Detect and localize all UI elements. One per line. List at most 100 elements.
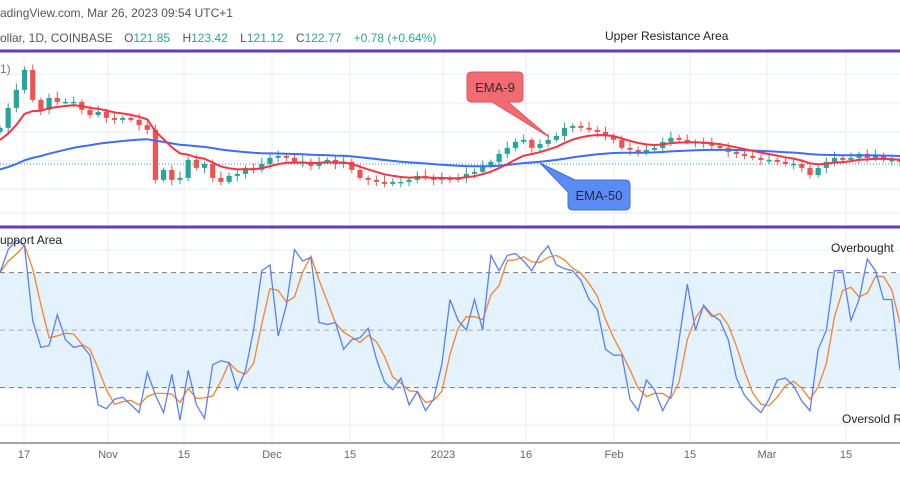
candle-body — [136, 119, 142, 126]
candle-body — [750, 155, 756, 158]
low-label: L — [240, 31, 247, 45]
open-value: 121.85 — [133, 31, 171, 45]
candle-body — [676, 137, 682, 140]
time-tick: Dec — [262, 449, 282, 461]
candle-body — [881, 155, 887, 160]
candle-body — [872, 155, 879, 158]
candle-body — [831, 157, 838, 162]
support-area-label: upport Area — [0, 233, 63, 247]
symbol-legend: ollar, 1D, COINBASE O121.85 H123.42 L121… — [0, 31, 445, 45]
candle-body — [782, 161, 789, 164]
candle-body — [791, 163, 797, 166]
candle-body — [529, 139, 535, 148]
candle-body — [226, 175, 232, 182]
candle-body — [95, 111, 101, 116]
candle-body — [561, 127, 568, 136]
ema50-callout[interactable]: EMA-50 — [539, 162, 631, 211]
candle-body — [537, 143, 543, 148]
candle-body — [0, 127, 3, 132]
candle-body — [218, 177, 224, 182]
candle-body — [144, 125, 150, 130]
time-tick: 15 — [684, 449, 696, 461]
candle-body — [128, 117, 134, 120]
candle-body — [619, 139, 625, 148]
upper-resistance-label: Upper Resistance Area — [605, 29, 729, 43]
candle-body — [120, 117, 126, 120]
candle-body — [766, 159, 772, 162]
candle-body — [381, 181, 388, 184]
candle-body — [54, 97, 60, 102]
candle-body — [398, 181, 404, 184]
time-axis: 17 Nov 15 Dec 15 2023 16 Feb 15 Mar 15 — [18, 449, 852, 461]
change-value: +0.78 (+0.64%) — [353, 31, 437, 45]
time-tick: 16 — [520, 449, 532, 461]
open-label: O — [124, 31, 134, 45]
candle-body — [741, 153, 748, 156]
candle-body — [349, 161, 355, 170]
ema50-callout-text: EMA-50 — [576, 188, 623, 203]
candle-body — [594, 129, 600, 132]
candle-body — [185, 159, 191, 178]
candle-body — [545, 139, 551, 144]
chart-canvas[interactable]: EMA-9 EMA-50 17 Nov 15 Dec 15 2023 16 Feb 15 Mar 1… — [0, 0, 900, 468]
candle-body — [602, 131, 609, 136]
candle-body — [267, 157, 273, 164]
candle-body — [71, 101, 77, 104]
candle-body — [471, 171, 478, 174]
candle-body — [46, 97, 52, 110]
candle-body — [324, 159, 330, 162]
candle-body — [38, 99, 44, 110]
candle-body — [733, 151, 739, 154]
candle-body — [717, 145, 723, 148]
candle-body — [897, 159, 900, 162]
symbol-name[interactable]: ollar, 1D, COINBASE — [0, 31, 113, 45]
candle-body — [643, 149, 649, 152]
candle-body — [488, 161, 494, 166]
candle-body — [840, 157, 846, 160]
indicator-label: 1) — [0, 62, 11, 76]
candle-body — [283, 155, 289, 158]
high-label: H — [182, 31, 192, 45]
overbought-label: Overbought — [831, 241, 894, 255]
candle-body — [758, 157, 764, 160]
candle-body — [635, 149, 641, 152]
candle-body — [357, 169, 363, 178]
high-value: 123.42 — [191, 31, 228, 45]
candle-body — [210, 163, 216, 178]
ema9-callout[interactable]: EMA-9 — [466, 71, 550, 138]
candle-body — [275, 155, 281, 158]
candle-body — [807, 167, 813, 176]
candle-body — [709, 143, 715, 146]
candle-body — [553, 135, 559, 140]
candle-body — [570, 125, 576, 128]
candle-body — [390, 181, 396, 184]
candle-body — [668, 137, 674, 142]
candle-body — [259, 163, 265, 170]
stoch-d-line — [0, 243, 900, 407]
ema50-callout-shape — [539, 162, 631, 211]
candle-body — [823, 161, 829, 168]
candle-body — [152, 129, 159, 180]
candle-body — [504, 147, 510, 154]
candle-body — [578, 125, 584, 128]
candle-body — [111, 117, 118, 120]
ema9-callout-shape — [466, 71, 550, 138]
candle-body — [169, 169, 175, 180]
low-value: 121.12 — [246, 31, 284, 45]
candle-body — [586, 127, 592, 130]
candle-body — [103, 111, 109, 118]
candle-body — [848, 157, 854, 160]
candle-body — [87, 109, 93, 116]
candle-body — [177, 177, 183, 180]
candles — [0, 64, 900, 188]
time-tick: 15 — [344, 449, 356, 461]
ema9-callout-text: EMA-9 — [475, 80, 515, 95]
candle-body — [234, 173, 240, 176]
candle-body — [161, 169, 167, 180]
candle-body — [13, 89, 19, 108]
candle-body — [242, 167, 249, 174]
candle-body — [291, 157, 298, 162]
time-tick: 15 — [840, 449, 852, 461]
oversold-label: Oversold R — [842, 412, 900, 426]
candle-body — [406, 179, 412, 182]
